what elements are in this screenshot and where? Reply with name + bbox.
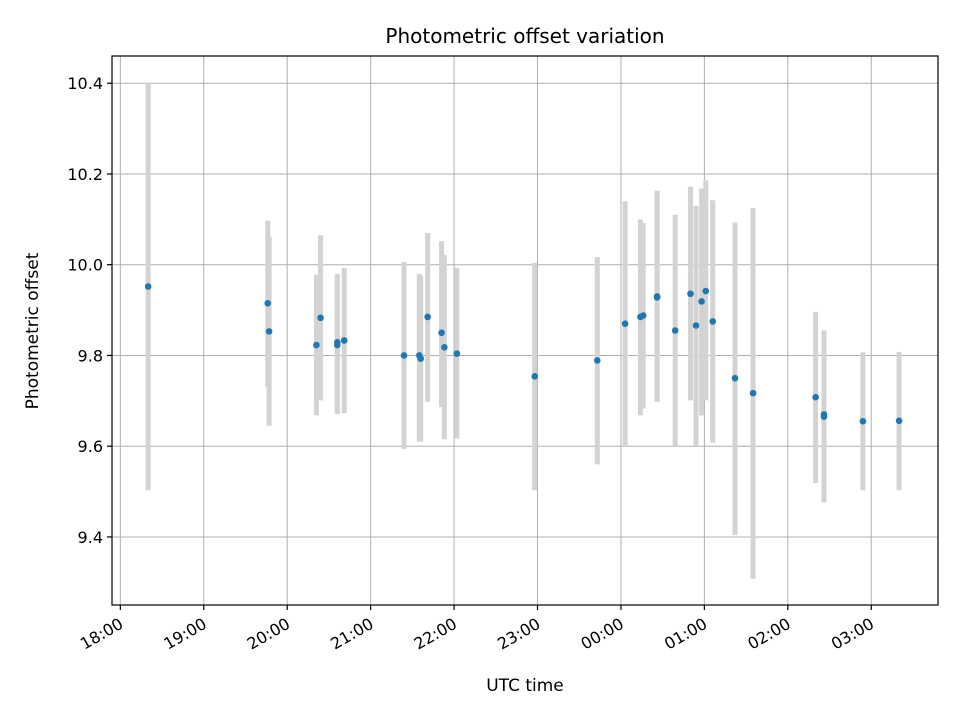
data-point	[417, 355, 425, 362]
data-point	[639, 312, 647, 319]
data-point	[438, 329, 445, 337]
data-point	[340, 337, 348, 344]
grid-lines	[112, 56, 938, 605]
data-point	[441, 343, 448, 351]
x-tick-label: 20:00	[244, 614, 293, 654]
error-bars	[145, 82, 902, 579]
x-tick-label: 21:00	[327, 614, 376, 654]
data-point	[653, 293, 661, 300]
data-point	[265, 328, 273, 335]
data-point	[698, 298, 705, 305]
x-tick-label: 23:00	[494, 614, 543, 654]
x-tick-label: 00:00	[578, 614, 627, 654]
data-point	[621, 320, 629, 327]
data-point	[424, 313, 431, 321]
x-tick-label: 22:00	[411, 614, 460, 654]
data-point	[453, 350, 461, 357]
x-tick-label: 02:00	[744, 614, 793, 654]
data-point	[731, 374, 739, 382]
data-point	[895, 417, 903, 425]
x-axis-ticks: 18:00 19:00 20:00 21:00 22:00 23:00 00:00 01:00…	[77, 605, 877, 654]
x-tick-label: 01:00	[661, 614, 710, 654]
data-point	[859, 417, 867, 425]
data-point	[531, 373, 539, 380]
data-point	[400, 352, 408, 359]
x-tick-label: 18:00	[77, 614, 126, 654]
data-point	[692, 322, 700, 329]
data-point	[812, 393, 819, 401]
data-point	[749, 389, 757, 397]
data-point	[144, 283, 152, 290]
data-point	[820, 413, 828, 421]
data-point	[594, 357, 601, 364]
data-points	[144, 283, 903, 425]
y-tick-label: 9.4	[78, 528, 103, 547]
data-point	[709, 318, 717, 325]
data-point	[702, 287, 710, 295]
y-tick-label: 10.4	[67, 74, 103, 93]
data-point	[317, 314, 324, 322]
y-axis-label: Photometric offset	[23, 252, 43, 409]
x-tick-label: 19:00	[160, 614, 209, 654]
y-tick-label: 10.2	[67, 165, 103, 184]
x-axis-label: UTC time	[486, 676, 564, 696]
y-axis-ticks: 9.4 9.6 9.8 10.0 10.2 10.4	[67, 74, 112, 547]
data-point	[333, 341, 341, 349]
data-point	[687, 290, 694, 298]
x-tick-label: 03:00	[828, 614, 877, 654]
y-tick-label: 10.0	[67, 256, 103, 275]
data-point	[264, 299, 272, 307]
data-point	[313, 341, 320, 349]
data-point	[671, 327, 679, 334]
y-tick-label: 9.8	[78, 346, 103, 365]
y-tick-label: 9.6	[78, 437, 103, 456]
chart-title: Photometric offset variation	[385, 24, 664, 48]
plot-frame	[111, 55, 939, 606]
